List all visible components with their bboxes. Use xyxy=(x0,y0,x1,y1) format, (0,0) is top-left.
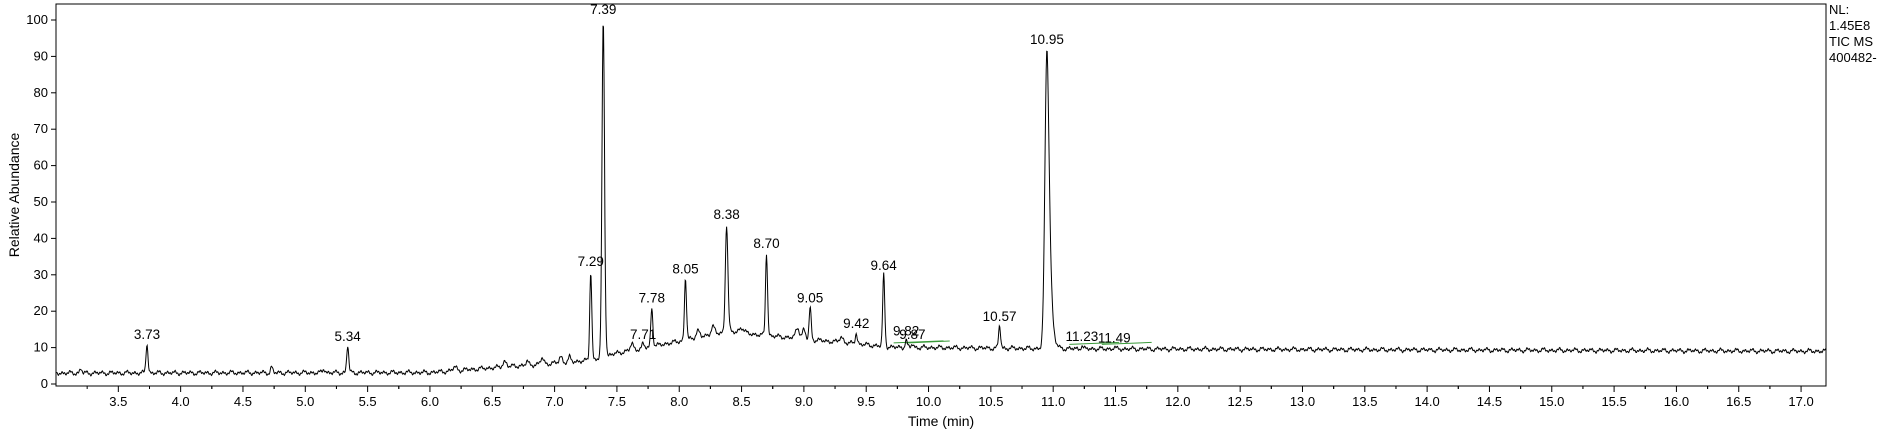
info-line: NL: xyxy=(1829,2,1849,17)
y-tick-label: 10 xyxy=(34,340,48,355)
x-tick-label: 8.5 xyxy=(733,394,751,409)
x-tick-label: 10.0 xyxy=(916,394,941,409)
peak-label: 7.71 xyxy=(630,327,656,342)
peak-label: 9.87 xyxy=(899,327,925,342)
y-tick-label: 100 xyxy=(26,12,48,27)
integration-baseline xyxy=(1101,341,1152,345)
peak-label: 8.05 xyxy=(672,261,698,276)
x-tick-label: 15.5 xyxy=(1601,394,1626,409)
peak-label: 9.64 xyxy=(871,258,898,273)
peak-label: 11.49 xyxy=(1098,331,1131,346)
x-tick-label: 11.0 xyxy=(1041,394,1065,409)
y-axis: 0 10 20 30 40 50 60 70 80 90 100 xyxy=(26,12,56,391)
y-tick-label: 20 xyxy=(34,303,48,318)
tic-trace xyxy=(55,25,1827,377)
y-tick-label: 70 xyxy=(34,121,48,136)
x-tick-label: 17.0 xyxy=(1788,394,1813,409)
info-line: TIC MS xyxy=(1829,34,1873,49)
x-tick-label: 10.5 xyxy=(978,394,1003,409)
peak-label: 9.42 xyxy=(843,316,869,331)
x-tick-label: 9.5 xyxy=(857,394,875,409)
y-axis-title: Relative Abundance xyxy=(6,133,22,258)
peak-label: 7.39 xyxy=(590,2,616,17)
x-tick-label: 7.0 xyxy=(546,394,564,409)
integration-baseline xyxy=(906,340,950,344)
peak-label: 10.57 xyxy=(983,309,1017,324)
peak-label: 3.73 xyxy=(134,327,160,342)
x-tick-label: 6.5 xyxy=(483,394,501,409)
x-tick-label: 9.0 xyxy=(795,394,813,409)
peak-label: 9.82 xyxy=(893,323,919,338)
peak-label: 8.38 xyxy=(713,207,739,222)
peak-label: 10.95 xyxy=(1030,32,1064,47)
peak-label: 7.29 xyxy=(578,254,604,269)
x-tick-label: 15.0 xyxy=(1539,394,1564,409)
x-tick-label: 7.5 xyxy=(608,394,626,409)
info-line: 400482- xyxy=(1829,50,1877,65)
x-tick-label: 13.5 xyxy=(1352,394,1377,409)
x-tick-label: 5.5 xyxy=(359,394,377,409)
x-axis: 3.5 4.0 4.5 5.0 5.5 6.0 6.5 7.0 7.5 8.0 8.5 9.0 9.5 1… xyxy=(86,386,1814,409)
y-tick-label: 30 xyxy=(34,267,48,282)
y-tick-label: 0 xyxy=(41,376,48,391)
x-tick-label: 13.0 xyxy=(1290,394,1315,409)
x-tick-label: 16.5 xyxy=(1726,394,1751,409)
x-tick-label: 14.0 xyxy=(1414,394,1439,409)
info-line: 1.45E8 xyxy=(1829,18,1870,33)
x-tick-label: 16.0 xyxy=(1664,394,1689,409)
x-tick-label: 4.0 xyxy=(172,394,190,409)
peak-labels: 3.73 5.34 7.29 7.39 7.71 7.78 8.05 8.38 8.70 9.05… xyxy=(134,2,1131,346)
x-tick-label: 4.5 xyxy=(234,394,252,409)
peak-label: 5.34 xyxy=(335,329,362,344)
x-tick-label: 6.0 xyxy=(421,394,439,409)
x-tick-label: 12.0 xyxy=(1165,394,1190,409)
x-tick-label: 12.5 xyxy=(1227,394,1252,409)
peak-label: 11.23 xyxy=(1065,329,1098,344)
peak-label: 8.70 xyxy=(753,236,779,251)
x-tick-label: 8.0 xyxy=(670,394,688,409)
integration-baselines xyxy=(893,340,1152,345)
plot-frame xyxy=(55,3,1827,387)
x-tick-label: 5.0 xyxy=(296,394,314,409)
y-tick-label: 90 xyxy=(34,48,48,63)
peak-label: 9.05 xyxy=(797,291,823,306)
y-tick-label: 60 xyxy=(34,158,48,173)
x-tick-label: 14.5 xyxy=(1477,394,1502,409)
y-tick-label: 40 xyxy=(34,230,48,245)
integration-baseline xyxy=(1069,341,1120,345)
peak-label: 7.78 xyxy=(639,291,665,306)
x-tick-label: 3.5 xyxy=(109,394,127,409)
x-axis-title: Time (min) xyxy=(908,413,974,429)
x-tick-label: 11.5 xyxy=(1103,394,1127,409)
y-tick-label: 50 xyxy=(34,194,48,209)
y-tick-label: 80 xyxy=(34,85,48,100)
